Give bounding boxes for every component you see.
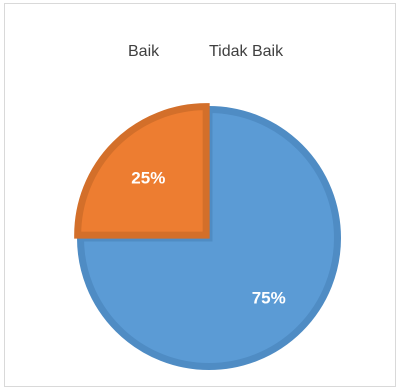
pie-slice-baik: [76, 105, 341, 370]
chart-area: Baik Tidak Baik 75% 25%: [4, 3, 396, 387]
legend-item-baik: Baik: [122, 43, 159, 61]
chart-legend: Baik Tidak Baik: [5, 43, 395, 73]
legend-label-tidak-baik: Tidak Baik: [209, 43, 284, 60]
pie-chart: 75% 25%: [74, 103, 341, 370]
data-label-baik: 75%: [252, 289, 286, 308]
legend-label-baik: Baik: [128, 43, 160, 60]
data-label-tidak-baik: 25%: [131, 168, 165, 187]
legend-item-tidak-baik: Tidak Baik: [203, 43, 283, 61]
pie-slice-tidak-baik: [74, 103, 210, 239]
